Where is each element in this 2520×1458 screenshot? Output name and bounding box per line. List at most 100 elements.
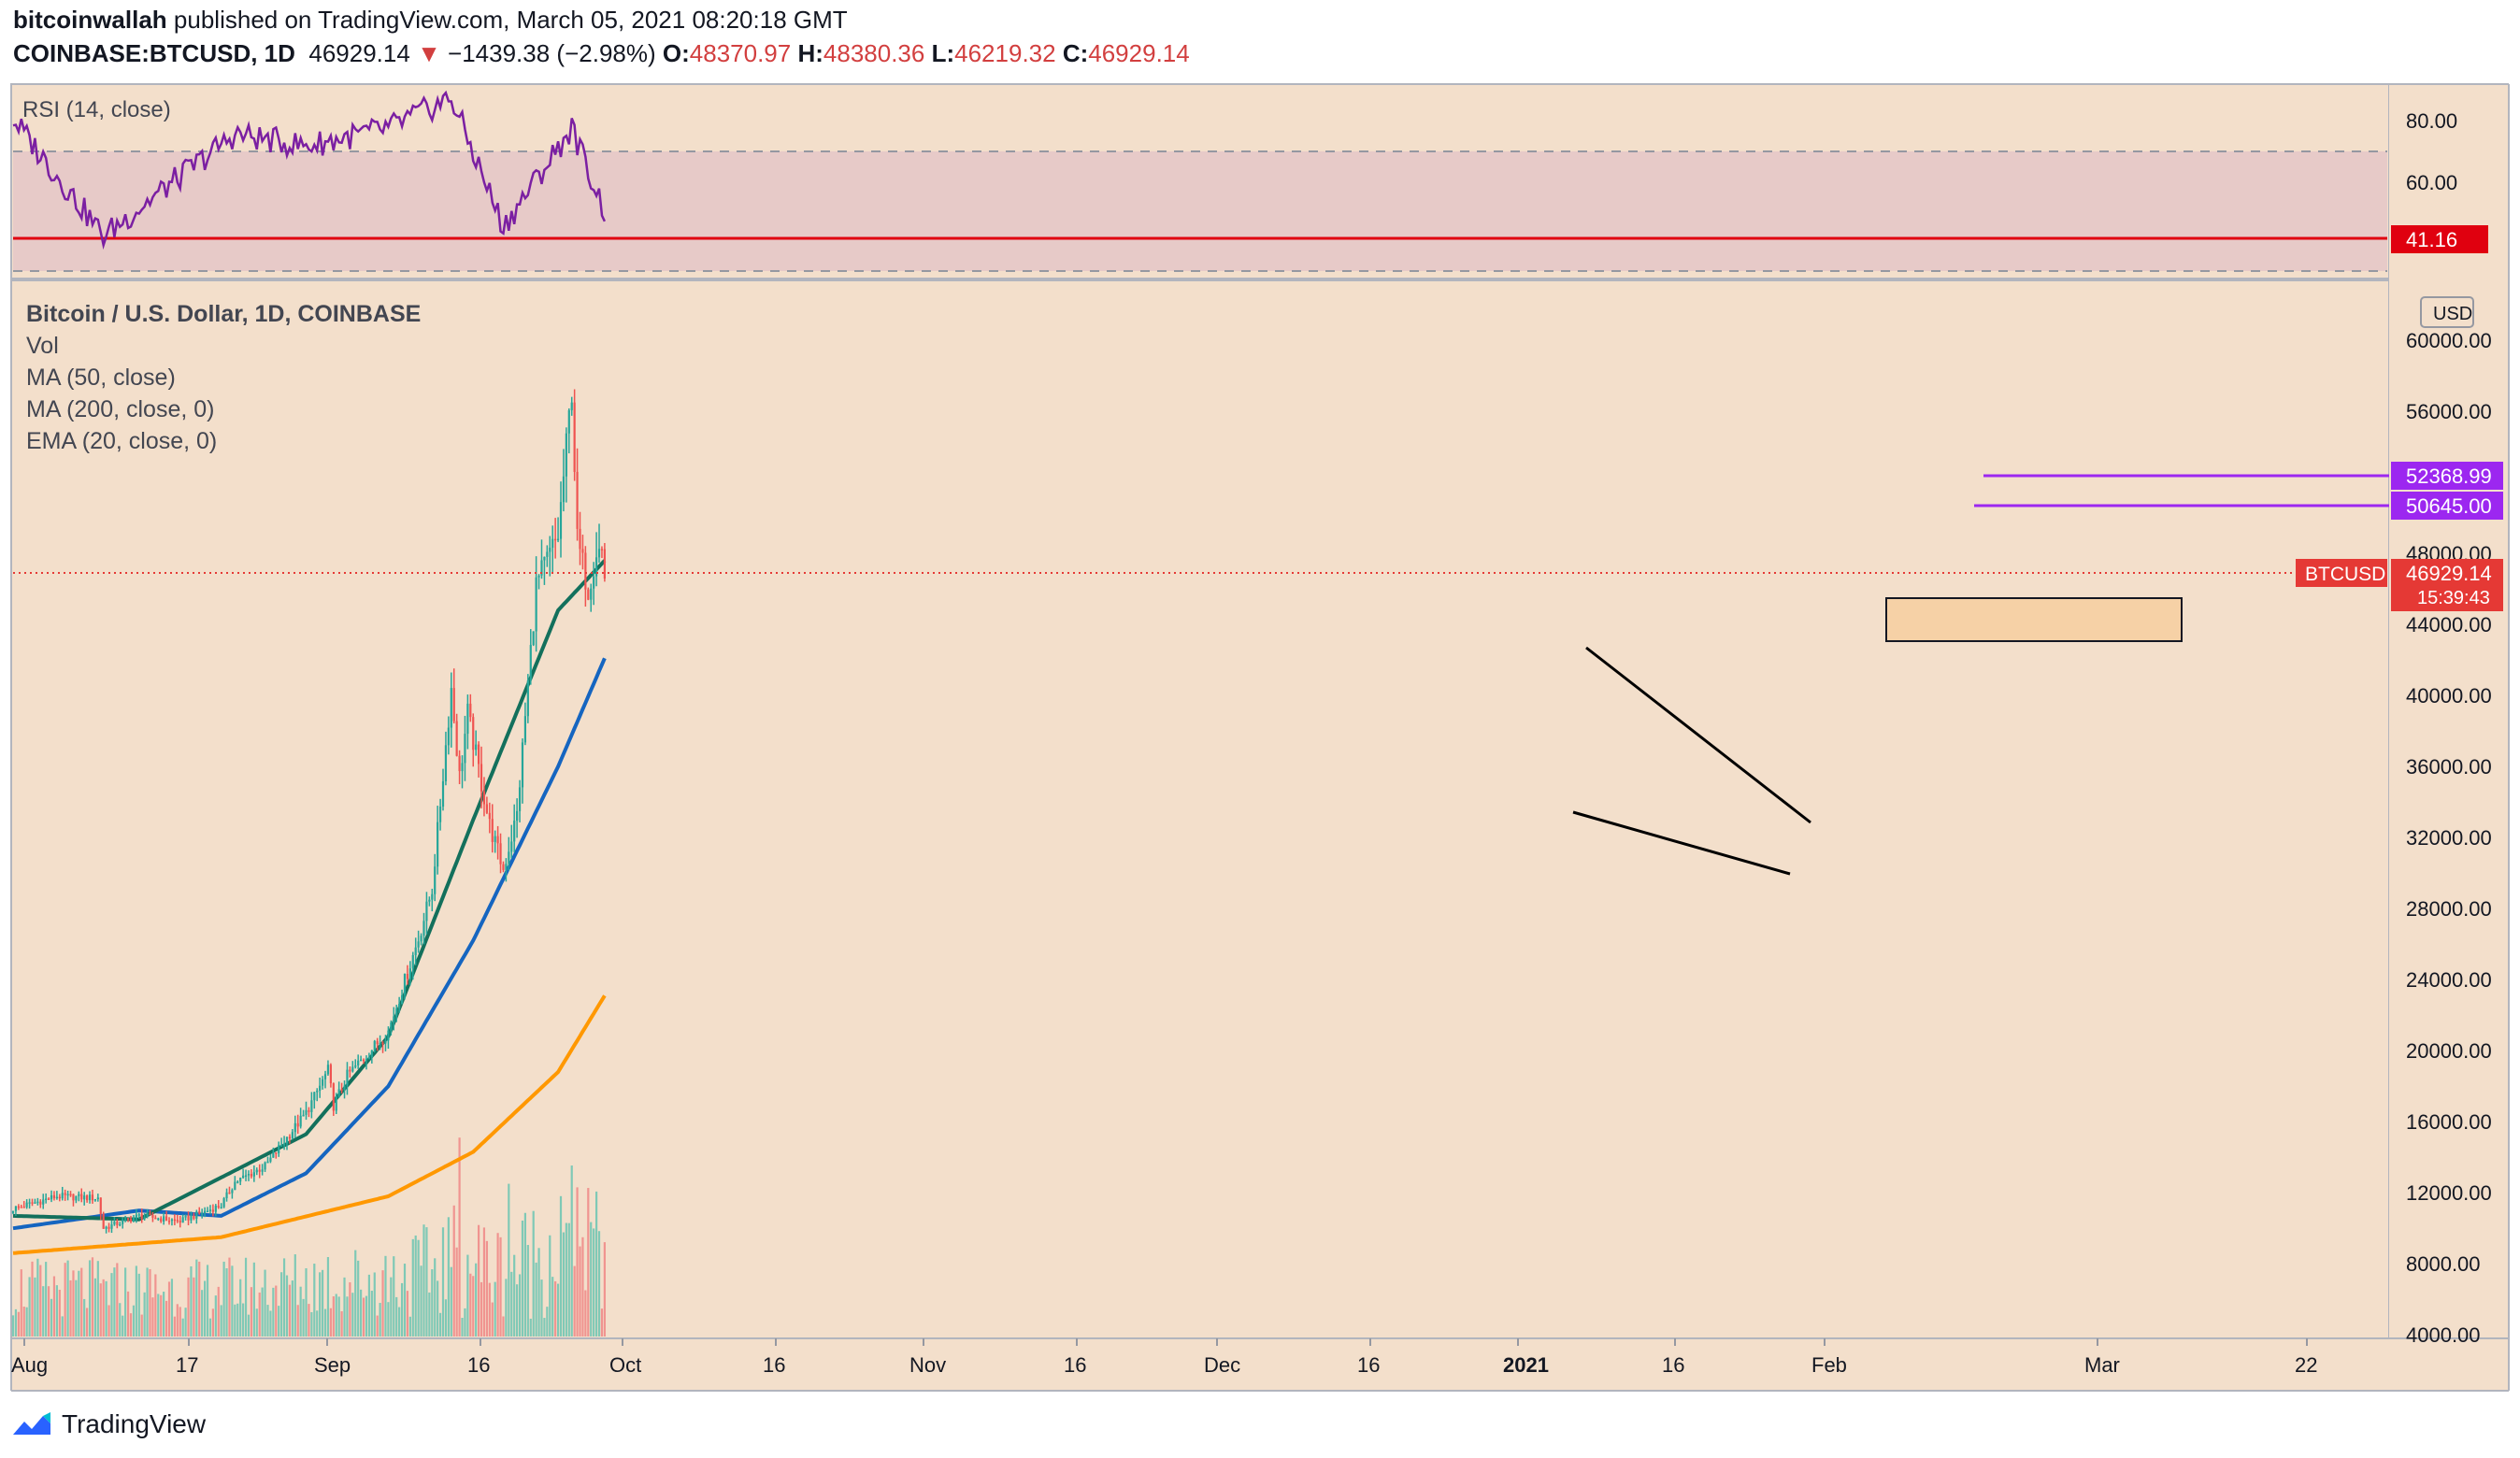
volume-bar [91, 1257, 94, 1336]
volume-bar [247, 1314, 251, 1336]
rsi-current-badge [2391, 225, 2488, 253]
volume-bar [496, 1233, 499, 1336]
volume-bar [466, 1254, 469, 1336]
vol-legend: Vol [26, 333, 59, 359]
volume-bar [282, 1258, 286, 1336]
candle-body [343, 1085, 346, 1090]
volume-bar [45, 1262, 48, 1336]
candle-body [466, 703, 469, 735]
candle-body [58, 1196, 61, 1199]
support-zone[interactable] [1885, 597, 2183, 642]
price-tick: 20000.00 [2406, 1039, 2492, 1063]
candle-body [384, 1040, 387, 1044]
price-axis[interactable] [2389, 84, 2509, 1338]
upper-trendline[interactable] [1585, 646, 1811, 824]
volume-bar [316, 1310, 319, 1336]
candle-body [50, 1194, 53, 1200]
candle-body [143, 1217, 146, 1220]
candle-body [288, 1136, 292, 1139]
time-tick: Oct [609, 1353, 641, 1377]
volume-bar [529, 1318, 532, 1336]
candle-body [326, 1065, 330, 1075]
time-tick: 17 [176, 1353, 198, 1377]
candle-body [370, 1050, 373, 1057]
volume-bar [288, 1284, 292, 1336]
volume-bar [272, 1287, 275, 1336]
tradingview-logo[interactable]: TradingView [11, 1409, 206, 1439]
candle-body [367, 1056, 370, 1059]
volume-bar [154, 1274, 157, 1336]
volume-bar [447, 1217, 450, 1336]
price-tick: 8000.00 [2406, 1252, 2481, 1276]
price-chart[interactable]: 80.00 60.00 41.16 USD 60000.00 56000.00 … [0, 0, 2520, 1402]
volume-bar [367, 1274, 370, 1336]
volume-bar [335, 1294, 337, 1336]
volume-bar [244, 1257, 248, 1336]
volume-bar [28, 1277, 31, 1336]
volume-bar [160, 1294, 163, 1336]
countdown-label: 15:39:43 [2417, 588, 2490, 608]
candle-body [285, 1136, 289, 1144]
volume-bar [167, 1281, 171, 1336]
symbol-info: COINBASE:BTCUSD, 1D 46929.14 ▼ −1439.38 … [13, 39, 1190, 68]
rsi-tick-80: 80.00 [2406, 109, 2457, 133]
candle-body [214, 1206, 217, 1212]
volume-bar [373, 1272, 376, 1336]
volume-bar [179, 1307, 181, 1336]
volume-bar [173, 1316, 176, 1336]
volume-bar [211, 1308, 214, 1336]
volume-bar [93, 1278, 96, 1336]
candle-body [452, 688, 455, 722]
candle-body [321, 1079, 324, 1086]
volume-bar [195, 1259, 198, 1336]
candle-body [34, 1202, 36, 1204]
volume-bar [417, 1239, 420, 1336]
candle-body [91, 1194, 94, 1201]
volume-bar [376, 1315, 379, 1336]
candle-body [299, 1115, 302, 1127]
candle-body [562, 476, 566, 503]
volume-bar [58, 1289, 61, 1336]
candle-body [579, 528, 581, 550]
candle-body [75, 1195, 78, 1201]
time-tick: 16 [763, 1353, 785, 1377]
volume-bar [217, 1286, 220, 1336]
candle-body [282, 1143, 286, 1146]
ma200-legend: MA (200, close, 0) [26, 396, 215, 422]
candle-body [518, 787, 522, 811]
volume-bar [343, 1277, 346, 1336]
candle-body [149, 1213, 151, 1216]
ma200-polyline [12, 994, 607, 1255]
candle-body [600, 549, 604, 550]
time-axis[interactable] [11, 1338, 2509, 1391]
volume-bar [523, 1212, 527, 1336]
volume-bar [461, 1318, 464, 1336]
price-tick: 40000.00 [2406, 684, 2492, 708]
rsi-polyline [12, 90, 607, 250]
candle-body [20, 1207, 22, 1208]
volume-bar [310, 1311, 313, 1336]
candle-body [461, 763, 464, 772]
volume-bar [464, 1308, 466, 1336]
volume-bar [291, 1280, 294, 1336]
candle-body [485, 804, 488, 813]
volume-bar [329, 1308, 332, 1336]
currency-box[interactable] [2420, 296, 2474, 328]
lower-trendline[interactable] [1572, 810, 1791, 876]
candle-body [400, 994, 404, 1005]
candle-body [66, 1194, 69, 1196]
time-tick: Sep [314, 1353, 351, 1377]
candle-body [444, 745, 448, 781]
price-tick: 36000.00 [2406, 755, 2492, 779]
volume-bar [597, 1231, 601, 1336]
volume-bar [96, 1261, 99, 1336]
symbol-badge-label: BTCUSD [2305, 564, 2385, 585]
candle-body [593, 576, 595, 589]
volume-bar [113, 1267, 116, 1336]
rsi-line [12, 90, 607, 250]
volume-bar [458, 1137, 461, 1336]
candle-body [499, 843, 502, 865]
volume-bar [425, 1227, 428, 1336]
volume-bar [472, 1276, 475, 1336]
candle-body [176, 1220, 179, 1222]
